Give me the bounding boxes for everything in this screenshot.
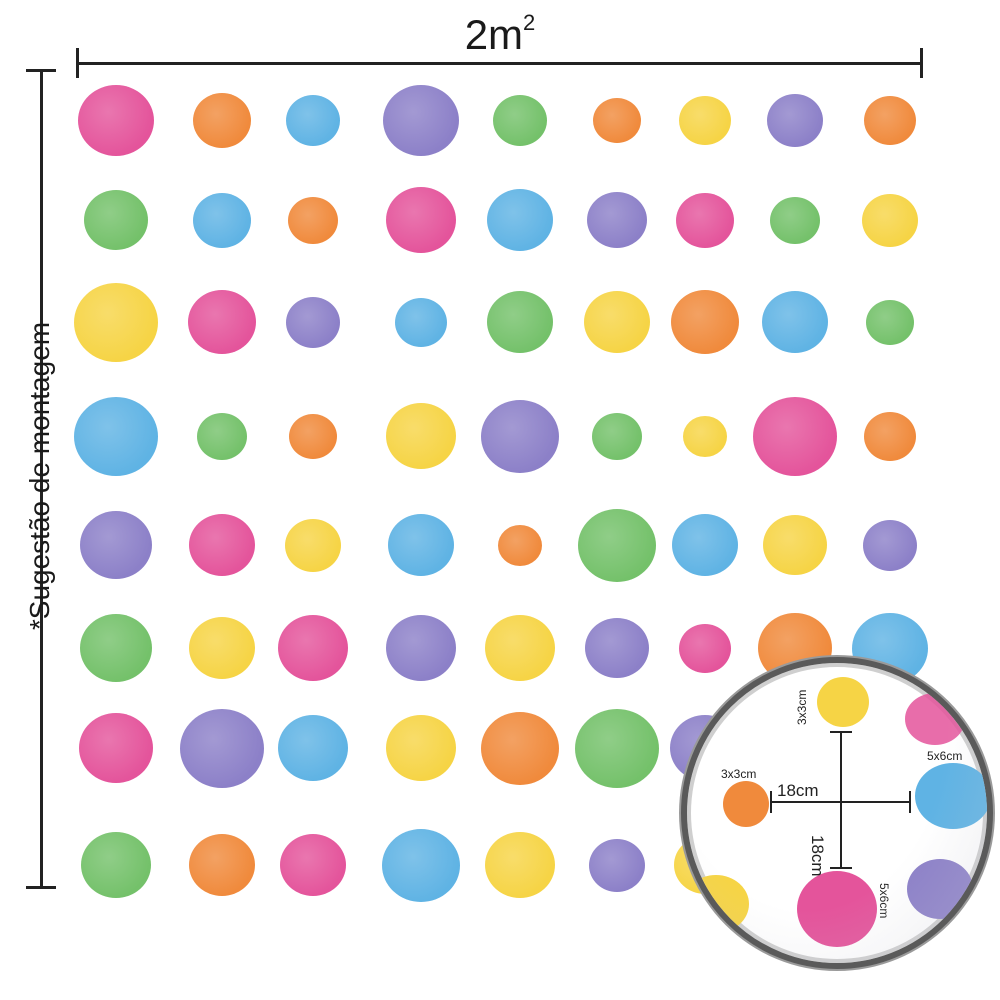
dot-pink: [753, 396, 837, 476]
dot-pink: [278, 615, 348, 681]
dot-orange: [864, 95, 916, 145]
dot-yellow: [862, 193, 918, 247]
dot-green: [487, 291, 553, 353]
dot-pink: [189, 514, 255, 576]
detail-v-tick-top: [830, 731, 852, 733]
dot-green: [84, 190, 148, 250]
dot-pink: [676, 192, 734, 248]
dot-yellow: [189, 617, 255, 679]
dot-purple: [587, 192, 647, 248]
dot-blue: [382, 828, 460, 902]
lens-glare: [687, 663, 987, 963]
detail-v-tick-bottom: [830, 867, 852, 869]
detail-dot-pink-topright: [905, 693, 965, 745]
dot-blue: [388, 514, 454, 576]
dot-purple: [180, 708, 264, 788]
dot-blue: [395, 297, 447, 347]
dot-orange: [481, 711, 559, 785]
title-exponent: 2: [523, 10, 536, 35]
detail-dot-large-right: [915, 763, 987, 829]
detail-h-gap-label: 18cm: [777, 781, 819, 801]
title-base: 2m: [464, 11, 524, 58]
dot-green: [578, 508, 656, 582]
dot-orange: [498, 524, 542, 566]
detail-dot-yellow-bottomleft: [687, 875, 749, 933]
dot-yellow: [74, 282, 158, 362]
dot-yellow: [584, 291, 650, 353]
dot-orange: [193, 92, 251, 148]
detail-dot-large-bottom: [797, 871, 877, 947]
dot-green: [197, 412, 247, 460]
dot-yellow: [683, 415, 727, 457]
detail-large-right-label: 5x6cm: [927, 749, 962, 763]
dot-blue: [672, 514, 738, 576]
dot-purple: [589, 838, 645, 892]
detail-h-tick-right: [909, 791, 911, 813]
dot-pink: [78, 84, 154, 156]
dot-orange: [288, 196, 338, 244]
dot-pink: [79, 713, 153, 783]
dot-green: [80, 614, 152, 682]
dot-purple: [286, 296, 340, 348]
dot-pink: [188, 290, 256, 354]
dot-pink: [679, 623, 731, 673]
dot-purple: [386, 615, 456, 681]
height-line-bottom-tick: [26, 886, 56, 889]
dot-yellow: [485, 615, 555, 681]
dot-pink: [386, 187, 456, 253]
height-line-top-tick: [26, 69, 56, 72]
dimension-title: 2m2: [0, 11, 1000, 58]
dot-green: [81, 832, 151, 898]
dot-yellow: [679, 95, 731, 145]
dot-yellow: [285, 518, 341, 572]
dot-purple: [767, 93, 823, 147]
detail-h-tick-left: [770, 791, 772, 813]
detail-vertical-line: [840, 731, 842, 869]
width-line-left-tick: [76, 48, 79, 78]
dot-orange: [864, 411, 916, 461]
width-dimension-line: [77, 62, 923, 65]
dot-pink: [280, 834, 346, 896]
dot-purple: [481, 399, 559, 473]
detail-small-left-label: 3x3cm: [721, 767, 756, 781]
dot-orange: [189, 834, 255, 896]
dot-yellow: [386, 403, 456, 469]
detail-dot-purple-bottomright: [907, 859, 973, 919]
dot-blue: [487, 189, 553, 251]
dot-orange: [671, 290, 739, 354]
dot-purple: [80, 511, 152, 579]
dot-purple: [863, 519, 917, 571]
dot-blue: [278, 715, 348, 781]
width-line-right-tick: [920, 48, 923, 78]
dot-purple: [585, 618, 649, 678]
detail-dot-small-top: [817, 677, 869, 727]
dot-blue: [762, 291, 828, 353]
dot-green: [770, 196, 820, 244]
dot-blue: [193, 192, 251, 248]
dot-green: [575, 708, 659, 788]
dot-green: [592, 412, 642, 460]
dot-green: [866, 299, 914, 345]
dot-blue: [286, 94, 340, 146]
dot-orange: [593, 97, 641, 143]
dot-green: [493, 94, 547, 146]
detail-dot-small-left: [723, 781, 769, 827]
dot-yellow: [386, 715, 456, 781]
detail-magnifier: 18cm 18cm 3x3cm 3x3cm 5x6cm 5x6cm: [681, 657, 993, 969]
dot-purple: [383, 84, 459, 156]
height-dimension-line: [40, 70, 43, 888]
dot-blue: [74, 396, 158, 476]
dot-yellow: [763, 515, 827, 575]
dot-orange: [289, 413, 337, 459]
dot-yellow: [485, 832, 555, 898]
